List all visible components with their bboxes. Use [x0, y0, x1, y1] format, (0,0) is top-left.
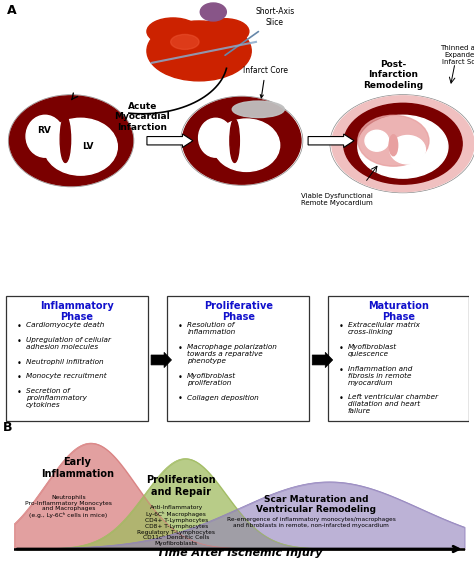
- FancyBboxPatch shape: [328, 296, 469, 421]
- Ellipse shape: [365, 131, 389, 151]
- Ellipse shape: [344, 103, 462, 184]
- Text: A: A: [7, 5, 17, 18]
- Text: •: •: [178, 344, 183, 353]
- Text: Infarct Core: Infarct Core: [243, 66, 288, 98]
- Text: Scar Maturation and
Ventricular Remodeling: Scar Maturation and Ventricular Remodeli…: [256, 495, 376, 514]
- Ellipse shape: [389, 135, 398, 156]
- Ellipse shape: [147, 18, 199, 45]
- Text: Neutrophil infiltration: Neutrophil infiltration: [26, 359, 104, 364]
- Text: Cardiomyocyte death: Cardiomyocyte death: [26, 322, 104, 328]
- Text: Viable Dysfunctional
Remote Myocardium: Viable Dysfunctional Remote Myocardium: [301, 193, 373, 206]
- Text: •: •: [178, 322, 183, 331]
- Text: Extracellular matrix
cross-linking: Extracellular matrix cross-linking: [347, 322, 419, 335]
- Text: Re-emergence of inflammatory monocytes/macrophages
and fibroblasts in remote, no: Re-emergence of inflammatory monocytes/m…: [227, 517, 396, 528]
- Text: Anti-Inflammatory
Ly-6Cʰ Macrophages
CD4+ T-Lymphocytes
CD8+ T-Lymphocytes
Regul: Anti-Inflammatory Ly-6Cʰ Macrophages CD4…: [137, 505, 215, 546]
- Ellipse shape: [44, 118, 118, 175]
- Text: Maturation
Phase: Maturation Phase: [368, 301, 429, 323]
- Text: •: •: [17, 322, 22, 331]
- Ellipse shape: [182, 97, 301, 184]
- Text: Acute
Myocardial
Infarction: Acute Myocardial Infarction: [114, 102, 170, 132]
- Text: Inflammatory
Phase: Inflammatory Phase: [40, 301, 114, 323]
- Text: Resolution of
inflammation: Resolution of inflammation: [187, 322, 236, 335]
- Text: Neutrophils
Pro-Inflammatory Monocytes
and Macrophages
(e.g., Ly-6Cʰ cells in mi: Neutrophils Pro-Inflammatory Monocytes a…: [25, 495, 112, 518]
- Text: •: •: [17, 373, 22, 382]
- Text: Inflammation and
fibrosis in remote
myocardium: Inflammation and fibrosis in remote myoc…: [347, 366, 412, 386]
- FancyArrow shape: [147, 134, 193, 147]
- Text: Early
Inflammation: Early Inflammation: [41, 457, 114, 479]
- Text: Short-Axis
Slice: Short-Axis Slice: [255, 7, 294, 27]
- Text: Macrophage polarization
towards a reparative
phenotype: Macrophage polarization towards a repara…: [187, 344, 277, 364]
- Text: Collagen deposition: Collagen deposition: [187, 394, 259, 401]
- FancyArrow shape: [308, 134, 354, 147]
- Text: •: •: [17, 337, 22, 346]
- Text: •: •: [178, 394, 183, 403]
- FancyBboxPatch shape: [6, 296, 148, 421]
- Text: Proliferative
Phase: Proliferative Phase: [204, 301, 273, 323]
- Text: Post-
Infarction
Remodeling: Post- Infarction Remodeling: [364, 60, 423, 90]
- Ellipse shape: [199, 118, 233, 157]
- Text: B: B: [3, 421, 12, 434]
- Ellipse shape: [9, 96, 133, 186]
- Text: RV: RV: [36, 126, 51, 135]
- Ellipse shape: [60, 116, 71, 163]
- Text: Proliferation
and Repair: Proliferation and Repair: [146, 475, 216, 497]
- Ellipse shape: [358, 115, 448, 178]
- Ellipse shape: [232, 101, 284, 118]
- FancyArrow shape: [312, 353, 333, 368]
- Ellipse shape: [332, 96, 474, 192]
- Ellipse shape: [201, 19, 249, 44]
- Text: Myofibroblast
quiescence: Myofibroblast quiescence: [347, 344, 397, 357]
- Text: Time After Ischemic Injury: Time After Ischemic Injury: [156, 548, 322, 558]
- Text: LV: LV: [82, 142, 93, 151]
- Ellipse shape: [147, 21, 251, 81]
- FancyBboxPatch shape: [167, 296, 309, 421]
- Text: •: •: [338, 394, 343, 403]
- Text: •: •: [338, 322, 343, 331]
- Ellipse shape: [171, 34, 199, 49]
- FancyArrow shape: [151, 353, 172, 368]
- Text: Thinned and
Expanded
Infarct Scar: Thinned and Expanded Infarct Scar: [440, 45, 474, 65]
- Ellipse shape: [213, 119, 280, 171]
- Text: •: •: [338, 366, 343, 375]
- Ellipse shape: [230, 119, 239, 163]
- Text: Upregulation of cellular
adhesion molecules: Upregulation of cellular adhesion molecu…: [26, 337, 111, 350]
- Text: •: •: [338, 344, 343, 353]
- Text: •: •: [178, 373, 183, 382]
- Ellipse shape: [200, 3, 227, 21]
- Text: •: •: [17, 359, 22, 368]
- Text: •: •: [17, 388, 22, 397]
- Text: Secretion of
proinflammatory
cytokines: Secretion of proinflammatory cytokines: [26, 388, 87, 408]
- Ellipse shape: [26, 115, 64, 157]
- Ellipse shape: [390, 136, 426, 164]
- Ellipse shape: [358, 115, 429, 166]
- Text: Left ventricular chamber
dilatation and heart
failure: Left ventricular chamber dilatation and …: [347, 394, 438, 415]
- Text: Monocyte recruitment: Monocyte recruitment: [26, 373, 107, 379]
- Text: Myofibroblast
proliferation: Myofibroblast proliferation: [187, 373, 237, 386]
